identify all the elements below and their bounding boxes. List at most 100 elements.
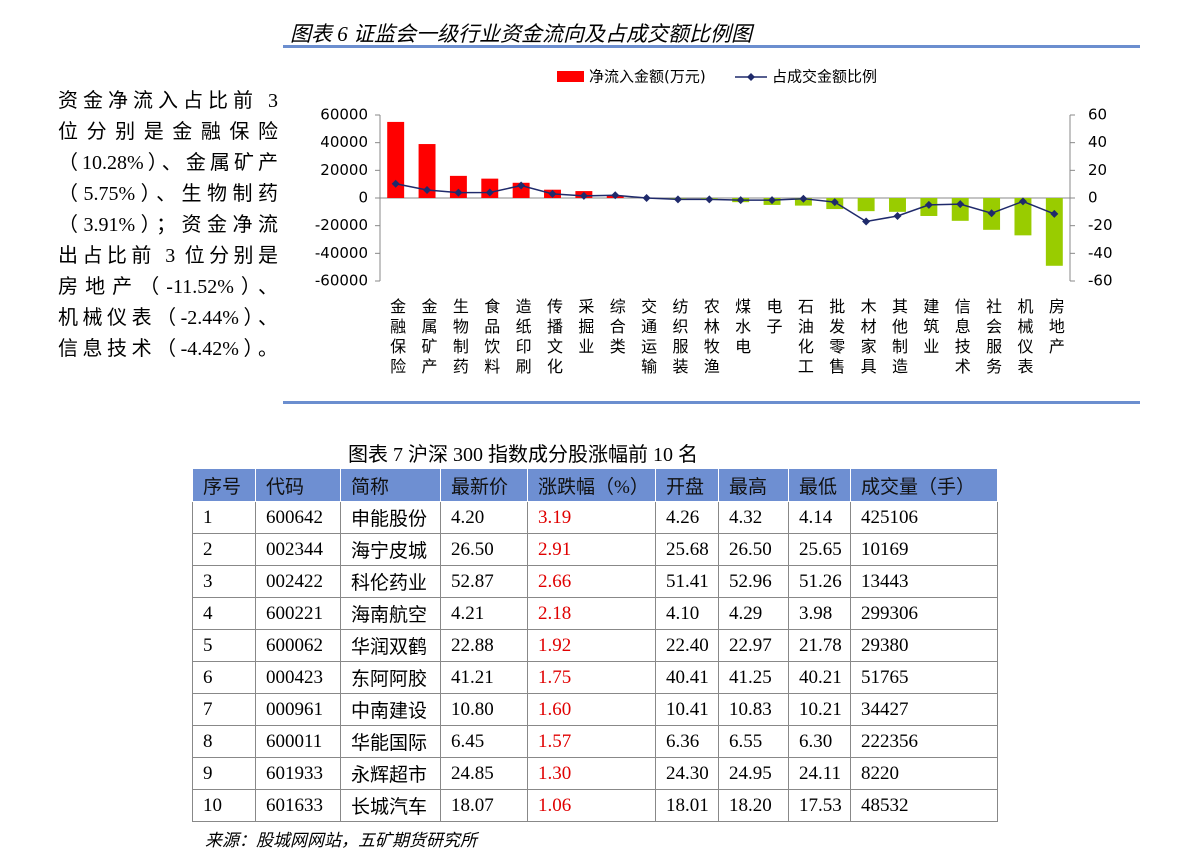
header-cell: 开盘 — [655, 468, 719, 502]
cell: 299306 — [850, 597, 998, 630]
x-tick-label: 造纸印刷 — [513, 298, 532, 378]
cell: 601633 — [255, 789, 341, 822]
legend-label: 占成交金额比例 — [772, 68, 877, 86]
cell: 601933 — [255, 757, 341, 790]
y2-tick-label: 40 — [1088, 133, 1107, 151]
marker — [1050, 209, 1059, 218]
cell: 40.21 — [788, 661, 851, 694]
header-cell: 最低 — [788, 468, 851, 502]
header-cell: 最高 — [718, 468, 789, 502]
text-line: （10.28%）、金属矿产 — [58, 152, 278, 174]
cell: 2 — [192, 533, 256, 566]
cell: 长城汽车 — [340, 789, 441, 822]
header-cell: 序号 — [192, 468, 256, 502]
cell: 18.20 — [718, 789, 789, 822]
cell: 8 — [192, 725, 256, 758]
x-tick-label: 石油化工 — [795, 298, 814, 378]
marker — [924, 200, 933, 209]
cell: 2.91 — [527, 533, 656, 566]
cell: 4.21 — [440, 597, 528, 630]
row: 5 600062 华润双鹤 22.88 1.92 22.40 22.97 21.78 29380 — [192, 629, 998, 662]
marker — [705, 195, 714, 204]
cell: 600062 — [255, 629, 341, 662]
bar — [889, 198, 906, 212]
cell: 21.78 — [788, 629, 851, 662]
marker — [768, 196, 777, 205]
cell: 52.87 — [440, 565, 528, 598]
marker — [642, 194, 651, 202]
figure-title: 图表 6 证监会一级行业资金流向及占成交额比例图 — [290, 22, 752, 46]
cell: 2.66 — [527, 565, 656, 598]
y2-tick-label: 0 — [1088, 189, 1098, 207]
x-tick-label: 采掘业 — [575, 298, 594, 358]
marker — [1018, 197, 1027, 206]
cell: 永辉超市 — [340, 757, 441, 790]
marker — [579, 191, 588, 200]
cell: 3.98 — [788, 597, 851, 630]
bar — [857, 198, 875, 212]
y2-tick-label: 60 — [1088, 106, 1107, 124]
cell: 17.53 — [788, 789, 851, 822]
text-line: 房地产（-11.52%）、 — [58, 276, 278, 298]
marker — [736, 196, 745, 205]
cell: 6 — [192, 661, 256, 694]
x-tick-label: 金属矿产 — [419, 298, 438, 378]
cell: 10.21 — [788, 693, 851, 726]
legend-label: 净流入金额(万元) — [589, 68, 706, 86]
cell: 6.45 — [440, 725, 528, 758]
cell: 41.21 — [440, 661, 528, 694]
cell: 10.80 — [440, 693, 528, 726]
y-tick-label: -60000 — [315, 272, 368, 290]
cell: 6.36 — [655, 725, 719, 758]
marker — [517, 181, 526, 190]
cell: 10.83 — [718, 693, 789, 726]
x-tick-label: 综合类 — [607, 298, 626, 358]
rule — [283, 401, 1140, 404]
x-tick-label: 交通运输 — [638, 298, 657, 378]
bar — [387, 121, 405, 198]
side-text: 资金净流入占比前 3 位分别是金融保险 （10.28%）、金属矿产 （5.75%）、生… — [58, 86, 278, 365]
marker — [862, 217, 871, 226]
chart: 60000 40000 20000 0 -20000 -40000 -60000 60 40 20… — [315, 68, 1113, 379]
cell: 26.50 — [440, 533, 528, 566]
marker — [548, 189, 557, 198]
header-cell: 代码 — [255, 468, 341, 502]
cell: 25.68 — [655, 533, 719, 566]
cell: 4.32 — [718, 501, 789, 534]
cell: 000423 — [255, 661, 341, 694]
cell: 科伦药业 — [340, 565, 441, 598]
figure-title: 图表 7 沪深 300 指数成分股涨幅前 10 名 — [348, 444, 698, 466]
marker — [830, 198, 839, 207]
cell: 华润双鹤 — [340, 629, 441, 662]
x-tick-label: 煤水电 — [732, 298, 751, 358]
y2-tick-label: -60 — [1088, 272, 1113, 290]
line — [395, 183, 1055, 223]
header-cell: 最新价 — [440, 468, 528, 502]
cell: 25.65 — [788, 533, 851, 566]
cell: 48532 — [850, 789, 998, 822]
cell: 24.95 — [718, 757, 789, 790]
header-cell: 简称 — [340, 468, 441, 502]
y-tick-label: -40000 — [315, 244, 368, 262]
cell: 中南建设 — [340, 693, 441, 726]
x-tick-label: 传播文化 — [544, 298, 563, 378]
x-tick-label: 农林牧渔 — [701, 298, 720, 378]
x-tick-label: 社会服务 — [983, 298, 1002, 378]
cell: 425106 — [850, 501, 998, 534]
cell: 18.01 — [655, 789, 719, 822]
row: 8 600011 华能国际 6.45 1.57 6.36 6.55 6.30 222356 — [192, 725, 998, 758]
cell: 1.75 — [527, 661, 656, 694]
row: 2 002344 海宁皮城 26.50 2.91 25.68 26.50 25.65 10169 — [192, 533, 998, 566]
text-line: 位分别是金融保险 — [58, 121, 278, 143]
cell: 东阿阿胶 — [340, 661, 441, 694]
bar — [418, 144, 436, 198]
cell: 10169 — [850, 533, 998, 566]
marker — [454, 188, 463, 197]
header-cell: 涨跌幅（%） — [527, 468, 656, 502]
table: 序号 代码 简称 最新价 涨跌幅（%） 开盘 最高 最低 成交量（手） 1 600642 申能股份 4.… — [192, 468, 998, 822]
cell: 000961 — [255, 693, 341, 726]
cell: 51765 — [850, 661, 998, 694]
text-line: （3.91%）；资金净流 — [58, 214, 278, 236]
legend-swatch — [747, 73, 755, 81]
